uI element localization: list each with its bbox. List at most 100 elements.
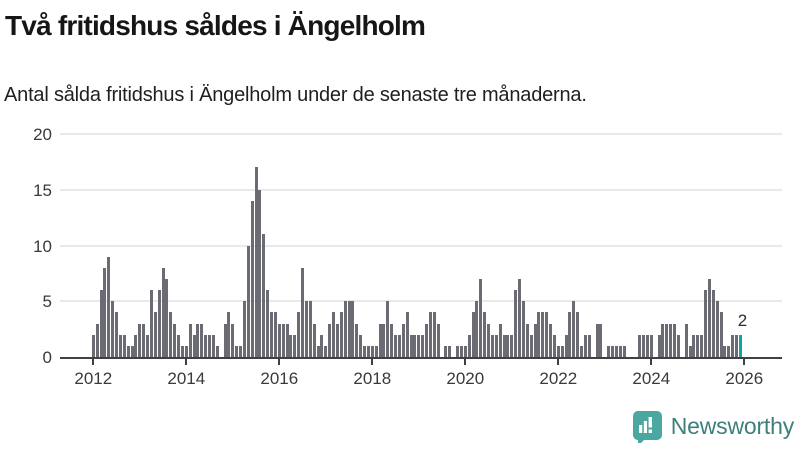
bar bbox=[324, 345, 328, 357]
bar bbox=[456, 345, 460, 357]
bar bbox=[614, 345, 618, 357]
bar bbox=[335, 323, 339, 357]
bar bbox=[735, 334, 739, 357]
bar bbox=[339, 312, 343, 357]
bar bbox=[521, 301, 525, 357]
newsworthy-wordmark: Newsworthy bbox=[670, 413, 794, 439]
bar bbox=[673, 323, 677, 357]
x-axis-tick bbox=[371, 359, 374, 365]
bar bbox=[239, 345, 243, 357]
bar bbox=[723, 345, 727, 357]
bar bbox=[107, 256, 111, 357]
bar bbox=[727, 345, 731, 357]
bar bbox=[580, 345, 584, 357]
bar bbox=[475, 301, 479, 357]
bar bbox=[246, 245, 250, 357]
bar bbox=[262, 234, 266, 357]
bar bbox=[421, 334, 425, 357]
bar bbox=[227, 312, 231, 357]
x-axis-tick-label: 2020 bbox=[446, 369, 485, 388]
bar bbox=[192, 334, 196, 357]
bar bbox=[301, 267, 305, 357]
x-axis-tick-label: 2016 bbox=[260, 369, 299, 388]
bar bbox=[417, 334, 421, 357]
bar bbox=[711, 290, 715, 357]
y-axis-tick-label: 10 bbox=[33, 236, 52, 256]
bar bbox=[425, 323, 429, 357]
x-axis-tick-label: 2022 bbox=[539, 369, 578, 388]
bar bbox=[270, 312, 274, 357]
x-axis-tick-label: 2018 bbox=[353, 369, 392, 388]
bar bbox=[572, 301, 576, 357]
bar bbox=[413, 334, 417, 357]
bar bbox=[587, 334, 591, 357]
bar bbox=[165, 278, 169, 357]
bar bbox=[401, 323, 405, 357]
bar bbox=[184, 345, 188, 357]
bar bbox=[208, 334, 212, 357]
bar bbox=[432, 312, 436, 357]
bar bbox=[483, 312, 487, 357]
bar bbox=[374, 345, 378, 357]
bar bbox=[409, 334, 413, 357]
bar bbox=[545, 312, 549, 357]
bar bbox=[576, 312, 580, 357]
bar bbox=[510, 334, 514, 357]
bar bbox=[669, 323, 673, 357]
bar bbox=[444, 345, 448, 357]
bar bbox=[719, 312, 723, 357]
bar bbox=[149, 290, 153, 357]
bar bbox=[707, 278, 711, 357]
bar bbox=[583, 334, 587, 357]
y-gridline bbox=[60, 244, 782, 247]
chart-subtitle: Antal sålda fritidshus i Ängelholm under… bbox=[4, 84, 587, 106]
bar bbox=[204, 334, 208, 357]
bar bbox=[428, 312, 432, 357]
bar bbox=[297, 312, 301, 357]
bar bbox=[607, 345, 611, 357]
y-gridline bbox=[60, 188, 782, 191]
bar bbox=[196, 323, 200, 357]
bar bbox=[308, 301, 312, 357]
bar bbox=[347, 301, 351, 357]
bar bbox=[564, 334, 568, 357]
bar bbox=[611, 345, 615, 357]
bar bbox=[479, 278, 483, 357]
bar bbox=[223, 323, 227, 357]
bar bbox=[273, 312, 277, 357]
bar bbox=[525, 323, 529, 357]
bar bbox=[289, 334, 293, 357]
x-axis-line bbox=[60, 357, 782, 359]
bar bbox=[684, 323, 688, 357]
x-axis-tick bbox=[185, 359, 188, 365]
bar bbox=[95, 323, 99, 357]
x-axis-tick bbox=[92, 359, 95, 365]
bar bbox=[254, 167, 258, 357]
bar bbox=[487, 323, 491, 357]
bar bbox=[366, 345, 370, 357]
bar bbox=[715, 301, 719, 357]
bar bbox=[99, 290, 103, 357]
newsworthy-speech-bubble-chart-icon bbox=[632, 410, 663, 443]
bar bbox=[169, 312, 173, 357]
bar bbox=[463, 345, 467, 357]
bar bbox=[448, 345, 452, 357]
bar bbox=[436, 323, 440, 357]
bar bbox=[692, 334, 696, 357]
bar bbox=[200, 323, 204, 357]
bar bbox=[390, 323, 394, 357]
bar bbox=[277, 323, 281, 357]
bar bbox=[599, 323, 603, 357]
bar bbox=[506, 334, 510, 357]
bar bbox=[215, 345, 219, 357]
bar bbox=[115, 312, 119, 357]
y-axis-tick-label: 20 bbox=[33, 125, 52, 144]
bar bbox=[235, 345, 239, 357]
bar bbox=[518, 278, 522, 357]
x-axis-tick bbox=[278, 359, 281, 365]
bar bbox=[258, 189, 262, 357]
bar bbox=[328, 323, 332, 357]
newsworthy-logo[interactable]: Newsworthy bbox=[632, 410, 794, 443]
x-axis-tick bbox=[557, 359, 560, 365]
